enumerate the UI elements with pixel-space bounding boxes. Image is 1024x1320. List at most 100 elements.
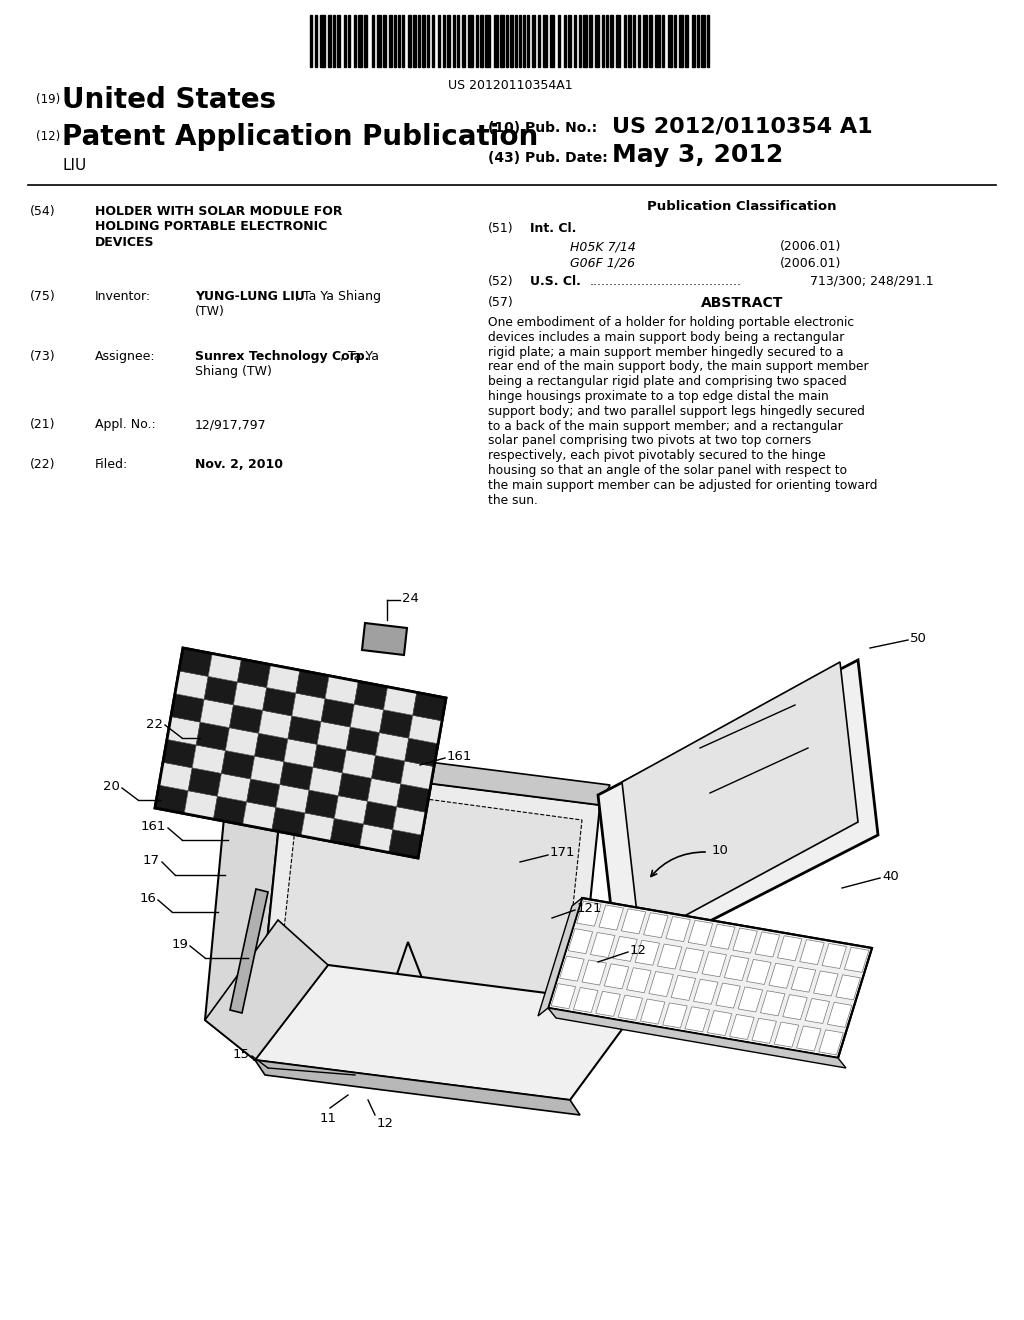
Text: (12): (12)	[36, 129, 60, 143]
Text: rear end of the main support body, the main support member: rear end of the main support body, the m…	[488, 360, 868, 374]
Polygon shape	[380, 710, 413, 738]
Bar	[595, 15, 599, 67]
Text: 171: 171	[550, 846, 575, 859]
Polygon shape	[205, 920, 328, 1060]
Polygon shape	[342, 750, 376, 779]
Bar	[515, 15, 517, 67]
Text: 16: 16	[139, 891, 156, 904]
Polygon shape	[255, 1060, 580, 1115]
Bar	[638, 15, 640, 67]
Polygon shape	[396, 784, 430, 812]
Polygon shape	[548, 898, 872, 1059]
Polygon shape	[582, 960, 606, 985]
Polygon shape	[622, 663, 858, 940]
Bar	[643, 15, 647, 67]
Polygon shape	[331, 818, 364, 847]
Text: the main support member can be adjusted for orienting toward: the main support member can be adjusted …	[488, 479, 878, 492]
Bar	[662, 15, 664, 67]
Bar	[701, 15, 705, 67]
Polygon shape	[204, 676, 238, 705]
Polygon shape	[155, 785, 188, 813]
Bar	[364, 15, 367, 67]
Text: US 2012/0110354 A1: US 2012/0110354 A1	[612, 116, 872, 136]
Polygon shape	[797, 1026, 821, 1051]
Text: LIU: LIU	[62, 158, 86, 173]
Text: 11: 11	[319, 1111, 337, 1125]
Polygon shape	[404, 738, 438, 767]
Text: solar panel comprising two pivots at two top corners: solar panel comprising two pivots at two…	[488, 434, 811, 447]
Polygon shape	[688, 920, 713, 945]
Bar	[519, 15, 521, 67]
Polygon shape	[591, 932, 615, 957]
Text: 19: 19	[171, 937, 188, 950]
Polygon shape	[752, 1018, 776, 1043]
Polygon shape	[716, 983, 740, 1008]
Text: HOLDING PORTABLE ELECTRONIC: HOLDING PORTABLE ELECTRONIC	[95, 220, 328, 234]
Polygon shape	[292, 693, 325, 722]
Bar	[453, 15, 455, 67]
Polygon shape	[548, 1008, 846, 1068]
Bar	[333, 15, 335, 67]
Text: 161: 161	[140, 820, 166, 833]
Text: Publication Classification: Publication Classification	[647, 201, 837, 213]
Text: U.S. Cl.: U.S. Cl.	[530, 275, 581, 288]
Text: United States: United States	[62, 86, 276, 114]
Polygon shape	[409, 715, 442, 743]
Text: (57): (57)	[488, 296, 514, 309]
Text: 24: 24	[402, 591, 419, 605]
Polygon shape	[238, 659, 270, 688]
Polygon shape	[782, 994, 807, 1019]
Polygon shape	[255, 965, 640, 1100]
Bar	[432, 15, 434, 67]
Bar	[457, 15, 459, 67]
Bar	[538, 15, 540, 67]
Polygon shape	[769, 964, 794, 989]
Text: (10) Pub. No.:: (10) Pub. No.:	[488, 121, 597, 135]
Text: being a rectangular rigid plate and comprising two spaced: being a rectangular rigid plate and comp…	[488, 375, 847, 388]
Polygon shape	[338, 772, 372, 801]
Text: hinge housings proximate to a top edge distal the main: hinge housings proximate to a top edge d…	[488, 389, 828, 403]
Text: rigid plate; a main support member hingedly secured to a: rigid plate; a main support member hinge…	[488, 346, 844, 359]
Text: Shiang (TW): Shiang (TW)	[195, 366, 272, 379]
Text: (22): (22)	[30, 458, 55, 471]
Bar	[485, 15, 490, 67]
Polygon shape	[272, 781, 582, 1078]
Bar	[337, 15, 340, 67]
Text: G06F 1/26: G06F 1/26	[570, 257, 635, 271]
Text: Sunrex Technology Corp.: Sunrex Technology Corp.	[195, 350, 370, 363]
Polygon shape	[627, 968, 651, 993]
Polygon shape	[364, 801, 396, 829]
Bar	[389, 15, 392, 67]
Bar	[372, 15, 374, 67]
Text: ......................................: ......................................	[590, 275, 742, 288]
Polygon shape	[671, 975, 695, 1001]
Polygon shape	[346, 727, 380, 755]
Polygon shape	[819, 1030, 844, 1055]
Text: , Ta Ya: , Ta Ya	[340, 350, 379, 363]
Bar	[500, 15, 504, 67]
Polygon shape	[400, 762, 434, 789]
Bar	[402, 15, 404, 67]
Polygon shape	[372, 755, 404, 784]
Bar	[480, 15, 483, 67]
Polygon shape	[259, 710, 292, 739]
Bar	[668, 15, 672, 67]
Polygon shape	[184, 791, 217, 820]
Polygon shape	[159, 762, 193, 791]
Polygon shape	[255, 766, 600, 1100]
Text: to a back of the main support member; and a rectangular: to a back of the main support member; an…	[488, 420, 843, 433]
Bar	[315, 15, 317, 67]
Polygon shape	[350, 704, 384, 733]
Text: respectively, each pivot pivotably secured to the hinge: respectively, each pivot pivotably secur…	[488, 449, 825, 462]
Text: 12: 12	[630, 944, 647, 957]
Polygon shape	[197, 722, 229, 751]
Bar	[468, 15, 473, 67]
Polygon shape	[233, 682, 266, 710]
Polygon shape	[538, 898, 582, 1016]
Polygon shape	[612, 936, 637, 961]
Bar	[564, 15, 566, 67]
Polygon shape	[359, 824, 393, 853]
Polygon shape	[800, 940, 824, 965]
Text: Assignee:: Assignee:	[95, 350, 156, 363]
Polygon shape	[155, 648, 446, 858]
